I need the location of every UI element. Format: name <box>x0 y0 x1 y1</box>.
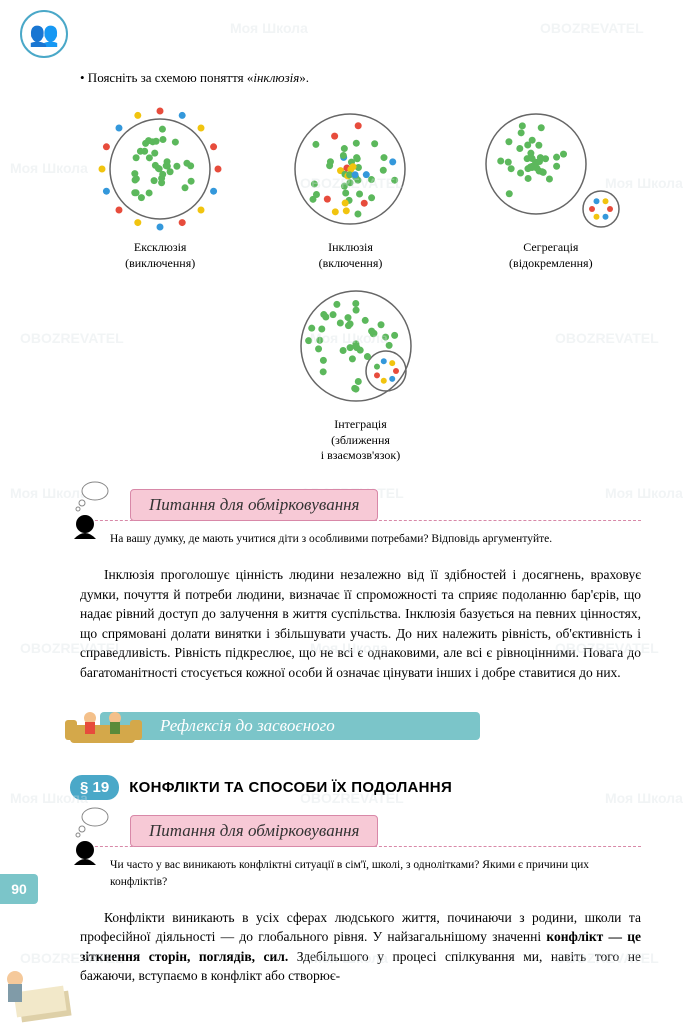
section-number: § 19 <box>70 775 119 800</box>
question-heading-1: Питання для обмірковування <box>130 489 378 521</box>
instruction-prefix: • Поясніть за схемою поняття « <box>80 70 253 85</box>
question-text-2: Чи часто у вас виникають конфліктні ситу… <box>110 857 641 889</box>
diagram-label-1b: (виключення) <box>95 256 225 272</box>
inclusion-svg <box>285 104 415 234</box>
diagram-label-3b: (відокремлення) <box>476 256 626 272</box>
diagram-inclusion: Інклюзія (включення) <box>285 104 415 271</box>
couch-people-icon <box>60 700 150 750</box>
page-number: 90 <box>0 874 38 904</box>
diagram-label-2: Інклюзія <box>285 240 415 256</box>
inclusion-diagrams: Ексклюзія (виключення) Інклюзія (включен… <box>80 104 641 464</box>
section-title: КОНФЛІКТИ ТА СПОСОБИ ЇХ ПОДОЛАННЯ <box>129 779 452 796</box>
question-heading-2: Питання для обмірковування <box>130 815 378 847</box>
diagram-label-1: Ексклюзія <box>95 240 225 256</box>
thinking-person-icon <box>60 805 120 865</box>
people-icon: 👥 <box>29 20 59 49</box>
integration-svg <box>291 281 431 411</box>
section-header: § 19 КОНФЛІКТИ ТА СПОСОБИ ЇХ ПОДОЛАННЯ <box>70 775 641 800</box>
page-content: • Поясніть за схемою поняття «інклюзія».… <box>0 0 691 986</box>
question-text-1: На вашу думку, де мають учитися діти з о… <box>110 531 641 547</box>
paragraph-1: Інклюзія проголошує цінність людини неза… <box>80 565 641 682</box>
diagram-label-4c: і взаємозв'язок) <box>291 448 431 464</box>
question-block-1: Питання для обмірковування <box>80 489 641 521</box>
diagram-integration: Інтеграція (зближення і взаємозв'язок) <box>291 281 431 464</box>
segregation-svg <box>476 104 626 234</box>
thinking-person-icon <box>60 479 120 539</box>
paragraph-2: Конфлікти виникають в усіх сферах людськ… <box>80 908 641 986</box>
diagram-label-3: Сегрегація <box>476 240 626 256</box>
page-header-icon: 👥 <box>20 10 68 58</box>
instruction-line: • Поясніть за схемою поняття «інклюзія». <box>80 70 641 86</box>
diagram-label-4b: (зближення <box>291 433 431 449</box>
question-block-2: Питання для обмірковування <box>80 815 641 847</box>
corner-illustration-icon <box>0 964 90 1024</box>
reflection-label: Рефлексія до засвоєного <box>100 712 480 740</box>
reflection-banner: Рефлексія до засвоєного <box>50 700 641 750</box>
diagram-segregation: Сегрегація (відокремлення) <box>476 104 626 271</box>
instruction-term: інклюзія <box>253 70 299 85</box>
exclusion-svg <box>95 104 225 234</box>
diagram-label-4: Інтеграція <box>291 417 431 433</box>
diagram-label-2b: (включення) <box>285 256 415 272</box>
diagram-exclusion: Ексклюзія (виключення) <box>95 104 225 271</box>
instruction-suffix: ». <box>299 70 309 85</box>
